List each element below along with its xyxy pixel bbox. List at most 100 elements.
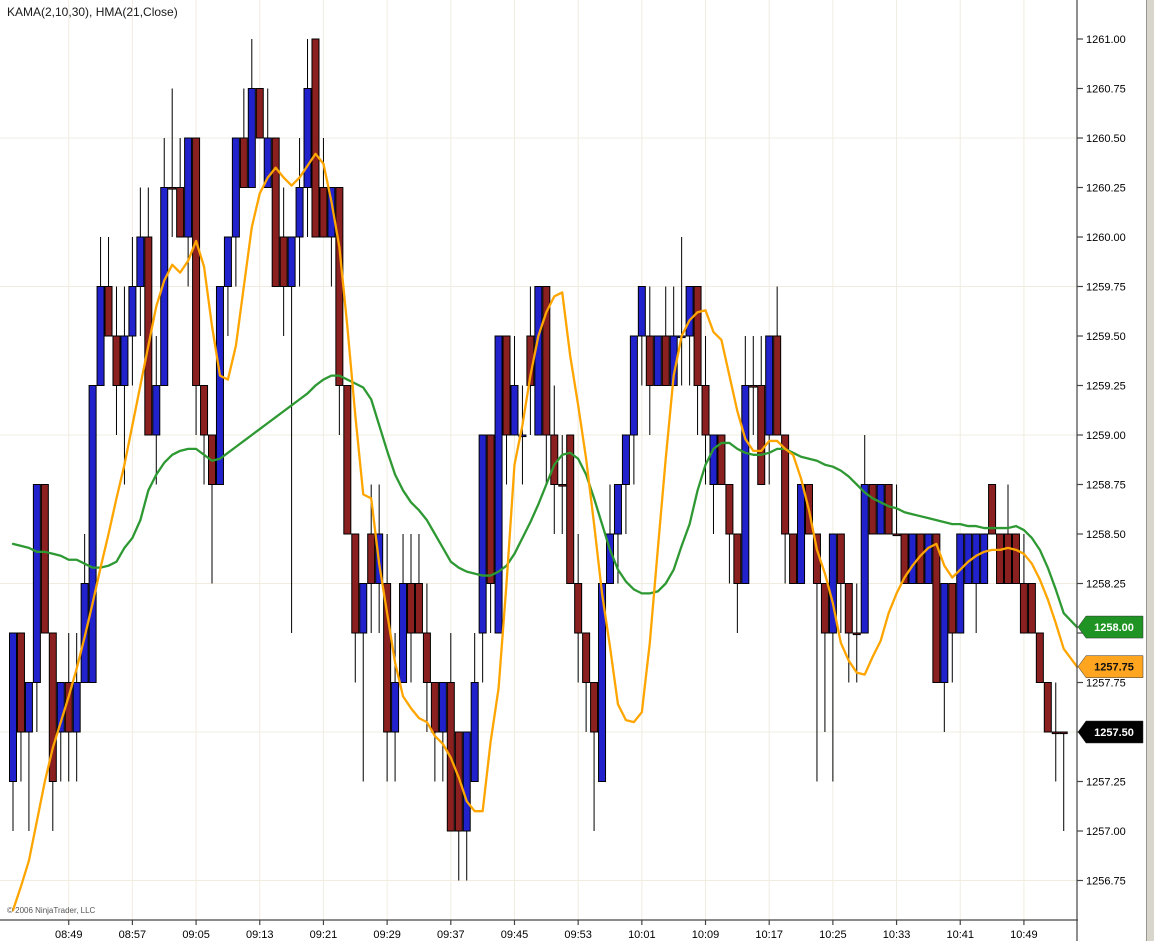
candle [478, 434, 487, 683]
candle [454, 731, 463, 881]
candle [239, 88, 248, 188]
candle [852, 583, 861, 683]
candle [112, 286, 121, 435]
candle [757, 336, 766, 485]
candle [32, 484, 41, 732]
candle [271, 137, 280, 287]
candle [836, 533, 845, 633]
candle [844, 583, 853, 683]
candle [972, 533, 981, 633]
candle [470, 633, 479, 782]
price-label: 1259.50 [1086, 331, 1126, 343]
kama-line [11, 152, 1079, 912]
candle [367, 484, 376, 633]
time-label: 08:57 [119, 929, 147, 941]
candle [988, 484, 997, 535]
candle [152, 336, 161, 485]
candle [1027, 583, 1036, 634]
candle [446, 633, 455, 832]
candle [948, 583, 957, 683]
candle [996, 533, 1005, 584]
candle [287, 236, 296, 633]
candle [88, 385, 97, 683]
candle [279, 187, 288, 336]
candle [9, 632, 17, 831]
candle [391, 633, 400, 782]
candle [542, 286, 551, 485]
candle [637, 286, 646, 386]
svg-text:1258.00: 1258.00 [1094, 622, 1134, 634]
candle [414, 534, 423, 634]
candle [534, 286, 543, 436]
candle [749, 336, 758, 435]
time-label: 08:49 [55, 929, 83, 941]
candlesticks [9, 38, 1068, 881]
candle [136, 187, 145, 336]
price-label: 1260.75 [1086, 84, 1126, 96]
x-axis-labels: 08:49 08:57 09:05 09:13 09:21 09:29 09:37 09:45… [55, 920, 1038, 941]
candle [518, 385, 527, 485]
candle [72, 633, 81, 782]
indicator-title: KAMA(2,10,30), HMA(21,Close) [7, 5, 178, 19]
time-label: 10:17 [755, 929, 783, 941]
time-label: 09:53 [564, 929, 592, 941]
candle [96, 237, 105, 386]
time-label: 10:41 [946, 929, 974, 941]
candle [462, 731, 471, 881]
candle [263, 88, 272, 188]
candle [820, 583, 829, 732]
candle [733, 533, 742, 633]
candle [1043, 682, 1052, 733]
candle [430, 682, 439, 782]
candle [255, 88, 264, 139]
candle [120, 286, 129, 485]
candle [645, 286, 654, 435]
candle [208, 434, 216, 584]
candle [908, 533, 917, 584]
candle [359, 583, 368, 782]
candle [932, 533, 941, 683]
price-label: 1257.25 [1086, 777, 1126, 789]
candle [200, 385, 209, 485]
time-label: 10:33 [883, 929, 911, 941]
time-label: 10:49 [1010, 929, 1038, 941]
price-label: 1261.00 [1086, 34, 1126, 46]
candle [311, 38, 320, 238]
price-label: 1259.75 [1086, 282, 1126, 294]
candle [422, 583, 431, 732]
candle [438, 682, 447, 782]
candle [789, 533, 798, 584]
time-label: 10:25 [819, 929, 847, 941]
candle [486, 434, 495, 633]
time-label: 09:05 [182, 929, 210, 941]
candle [797, 484, 806, 584]
candle [383, 534, 392, 782]
time-label: 10:01 [628, 929, 656, 941]
candle [215, 286, 224, 485]
candle [343, 385, 352, 535]
candle [582, 632, 591, 732]
candle [741, 336, 750, 584]
candle [80, 534, 89, 683]
candle [1035, 632, 1044, 683]
time-label: 09:45 [501, 929, 529, 941]
candle [1011, 533, 1020, 584]
candle [765, 335, 774, 485]
copyright-notice: © 2006 NinjaTrader, LLC [7, 906, 96, 915]
candle [685, 286, 694, 386]
kama-value-badge: 1257.75 [1077, 655, 1144, 678]
svg-text:1257.50: 1257.50 [1094, 727, 1134, 739]
candle [16, 632, 25, 782]
candle [868, 484, 877, 535]
candle [168, 88, 177, 237]
candle [828, 533, 837, 782]
candle [574, 534, 583, 683]
candle [693, 286, 702, 435]
hma-line [11, 374, 1079, 629]
candle [980, 533, 989, 584]
time-label: 09:37 [437, 929, 465, 941]
candle [303, 39, 312, 237]
candle [40, 484, 49, 634]
